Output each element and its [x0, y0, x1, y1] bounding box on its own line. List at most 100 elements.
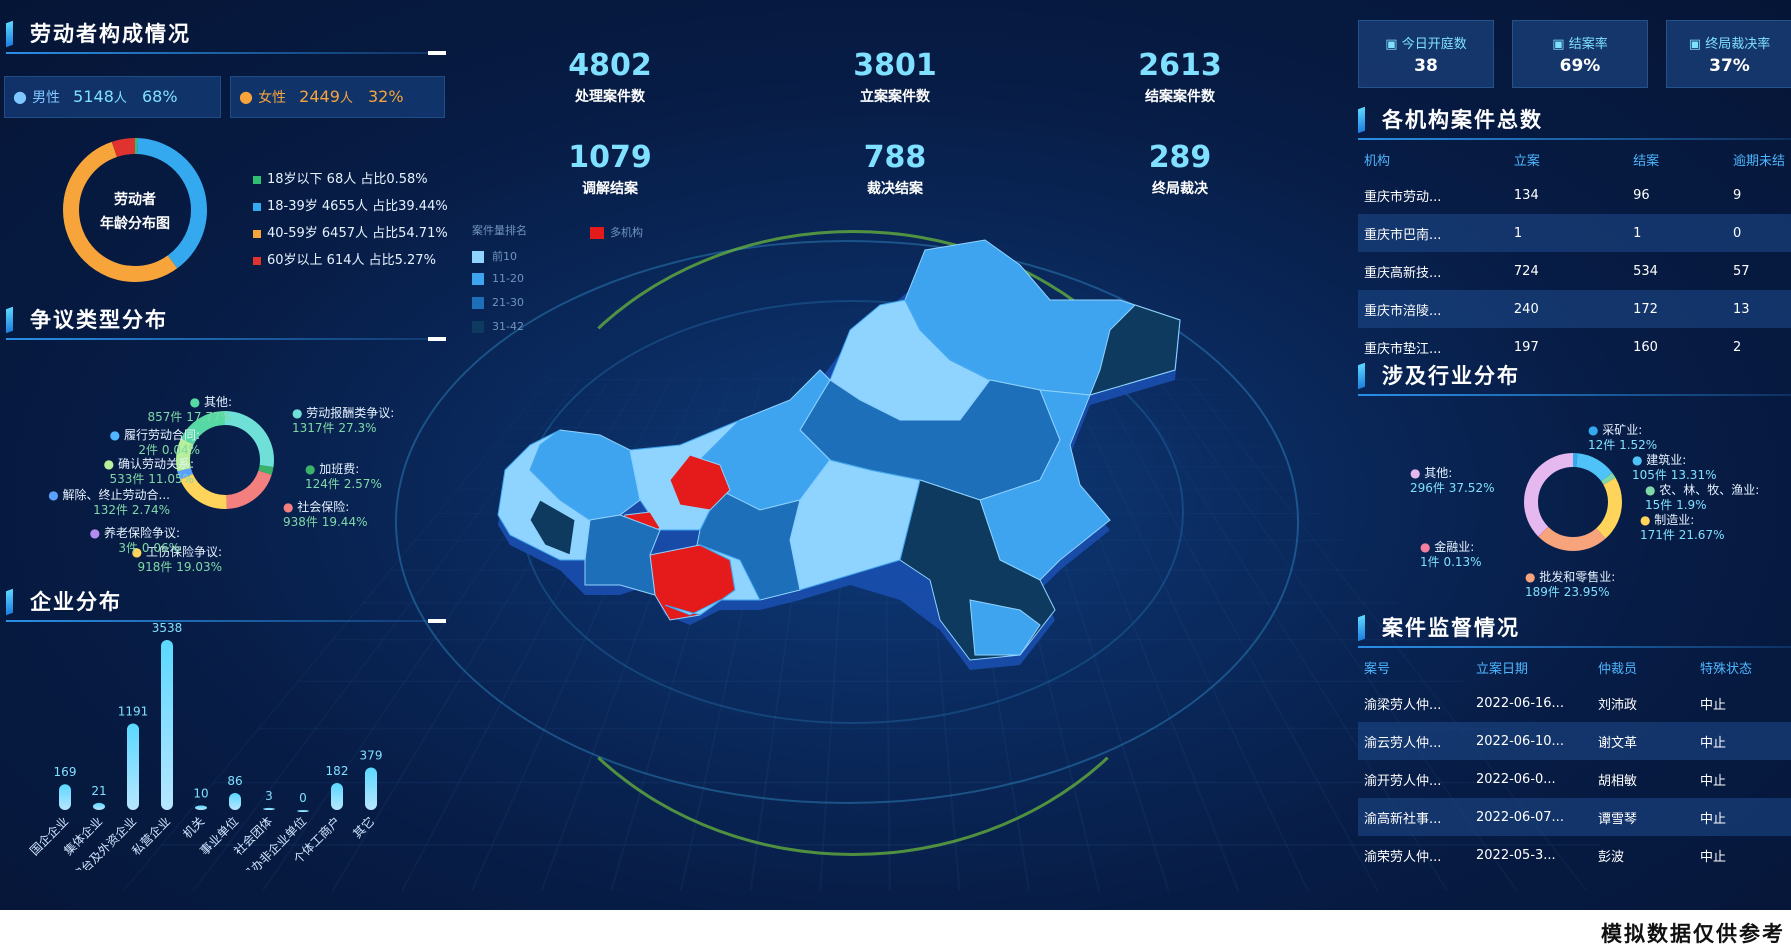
chongqing-map[interactable]: [490, 230, 1190, 670]
footer-disclaimer: 模拟数据仅供参考: [1601, 918, 1785, 948]
industry-donut-chart: [1518, 447, 1628, 557]
kpi-ruling: 788 裁决结案: [795, 140, 995, 198]
female-count: 2449: [299, 87, 340, 106]
age-legend-label: 18岁以下 68人 占比0.58%: [267, 172, 428, 187]
kpi-filed: 3801 立案案件数: [795, 48, 995, 106]
dispute-label: ● 解除、终止劳动合... 132件 2.74%: [20, 488, 170, 518]
section-title-agency: 各机构案件总数: [1358, 104, 1791, 140]
dispute-label: ● 履行劳动合同: 2件 0.04%: [50, 428, 200, 458]
industry-label: ● 金融业: 1件 0.13%: [1420, 540, 1482, 570]
age-legend-item: 60岁以上 614人 占比5.27%: [253, 249, 436, 268]
industry-label: ● 制造业: 171件 21.67%: [1640, 513, 1724, 543]
bar[interactable]: [127, 723, 139, 810]
supervision-table: 案号 立案日期 仲裁员 特殊状态 渝梁劳人仲... 2022-06-16... 刘沛政 中止…: [1358, 650, 1791, 874]
legend-swatch: [472, 321, 484, 333]
bar[interactable]: [195, 806, 207, 810]
age-legend-label: 60岁以上 614人 占比5.27%: [267, 253, 436, 268]
section-title-dispute: 争议类型分布: [6, 304, 446, 340]
age-legend-item: 40-59岁 6457人 占比54.71%: [253, 222, 448, 241]
age-legend-item: 18岁以下 68人 占比0.58%: [253, 168, 428, 187]
male-count: 5148: [73, 87, 114, 106]
bar-category-label: 其它: [350, 814, 378, 842]
bar[interactable]: [331, 783, 343, 810]
dispute-label: ● 加班费: 124件 2.57%: [305, 462, 382, 492]
kpi-final: 289 终局裁决: [1080, 140, 1280, 198]
table-row[interactable]: 重庆高新技... 724 534 57: [1358, 252, 1791, 290]
age-legend-item: 18-39岁 4655人 占比39.44%: [253, 195, 448, 214]
supervision-table-header: 案号 立案日期 仲裁员 特殊状态: [1358, 650, 1791, 684]
male-stat: ● 男性 5148人 68%: [4, 76, 221, 118]
bar-category-label: 私营企业: [129, 814, 174, 859]
bar-value-label: 3: [265, 789, 273, 803]
kpi-processed: 4802 处理案件数: [510, 48, 710, 106]
bar[interactable]: [365, 767, 377, 810]
calendar-icon: ▣: [1385, 37, 1401, 52]
bar[interactable]: [59, 784, 71, 810]
female-stat: ● 女性 2449人 32%: [230, 76, 445, 118]
industry-label: ● 农、林、牧、渔业: 15件 1.9%: [1645, 483, 1759, 513]
agency-table: 机构 立案 结案 逾期未结 重庆市劳动... 134 96 9 重庆市巴南... 1 1 0 重庆…: [1358, 142, 1791, 366]
legend-swatch: [253, 230, 261, 238]
table-row[interactable]: 渝梁劳人仲... 2022-06-16... 刘沛政 中止: [1358, 684, 1791, 722]
table-row[interactable]: 渝云劳人仲... 2022-06-10... 谢文革 中止: [1358, 722, 1791, 760]
bar-category-label: 机关: [180, 814, 207, 841]
male-label: 男性: [32, 90, 60, 106]
bar-value-label: 10: [193, 787, 208, 801]
legend-swatch: [472, 251, 484, 263]
table-row[interactable]: 重庆市劳动... 134 96 9: [1358, 176, 1791, 214]
map-region-southwest[interactable]: [585, 515, 660, 595]
industry-label: ● 其他: 296件 37.52%: [1410, 466, 1494, 496]
dashboard-screen: 劳动者构成情况 ● 男性 5148人 68% ● 女性 2449人 32% 劳动…: [0, 0, 1791, 910]
bar[interactable]: [93, 803, 105, 810]
stat-close-rate: ▣ 结案率 69%: [1512, 20, 1648, 88]
section-title-enterprise: 企业分布: [6, 586, 446, 622]
age-legend-label: 18-39岁 4655人 占比39.44%: [267, 199, 448, 214]
bar[interactable]: [229, 793, 241, 810]
table-row[interactable]: 重庆市巴南... 1 1 0: [1358, 214, 1791, 252]
legend-swatch: [472, 297, 484, 309]
industry-label: ● 批发和零售业: 189件 23.95%: [1525, 570, 1615, 600]
dispute-label: ● 劳动报酬类争议: 1317件 27.3%: [292, 406, 394, 436]
female-icon: ●: [239, 87, 253, 106]
table-row[interactable]: 渝高新社事... 2022-06-07... 谭雪琴 中止: [1358, 798, 1791, 836]
section-title-gender: 劳动者构成情况: [6, 18, 446, 54]
male-pct: 68%: [142, 87, 178, 106]
bar[interactable]: [161, 640, 173, 810]
section-title-industry: 涉及行业分布: [1358, 360, 1791, 396]
dispute-label: ● 确认劳动关系: 533件 11.05%: [44, 457, 194, 487]
dispute-label: ● 养老保险争议: 3件 0.06%: [30, 526, 180, 556]
industry-label: ● 采矿业: 12件 1.52%: [1588, 423, 1657, 453]
industry-label: ● 建筑业: 105件 13.31%: [1632, 453, 1716, 483]
bar-value-label: 379: [360, 748, 383, 762]
bar-value-label: 3538: [152, 621, 183, 635]
female-pct: 32%: [368, 87, 404, 106]
table-row[interactable]: 重庆市涪陵... 240 172 13: [1358, 290, 1791, 328]
legend-swatch: [472, 273, 484, 285]
female-label: 女性: [258, 90, 286, 106]
bar-value-label: 1191: [118, 704, 149, 718]
stat-final-rate: ▣ 终局裁决率 37%: [1666, 20, 1791, 88]
dispute-label: ● 社会保险: 938件 19.44%: [283, 500, 367, 530]
bar-value-label: 86: [227, 774, 242, 788]
legend-swatch: [253, 203, 261, 211]
age-donut-center-label: 劳动者 年龄分布图: [55, 188, 215, 236]
kpi-mediation: 1079 调解结案: [510, 140, 710, 198]
agency-table-header: 机构 立案 结案 逾期未结: [1358, 142, 1791, 176]
age-legend-label: 40-59岁 6457人 占比54.71%: [267, 226, 448, 241]
male-icon: ●: [13, 87, 27, 106]
bar[interactable]: [297, 810, 309, 812]
document-icon: ▣: [1552, 37, 1568, 52]
gavel-icon: ▣: [1689, 37, 1705, 52]
legend-swatch: [253, 257, 261, 265]
legend-swatch: [253, 176, 261, 184]
table-row[interactable]: 渝荣劳人仲... 2022-05-3... 彭波 中止: [1358, 836, 1791, 874]
footer: 模拟数据仅供参考: [0, 910, 1791, 950]
bar-value-label: 182: [326, 764, 349, 778]
bar-value-label: 169: [54, 765, 77, 779]
bar-value-label: 0: [299, 791, 307, 805]
bar[interactable]: [263, 808, 275, 810]
kpi-closed: 2613 结案案件数: [1080, 48, 1280, 106]
table-row[interactable]: 渝开劳人仲... 2022-06-0... 胡相敏 中止: [1358, 760, 1791, 798]
stat-today-hearings: ▣ 今日开庭数 38: [1358, 20, 1494, 88]
bar-value-label: 21: [91, 784, 106, 798]
